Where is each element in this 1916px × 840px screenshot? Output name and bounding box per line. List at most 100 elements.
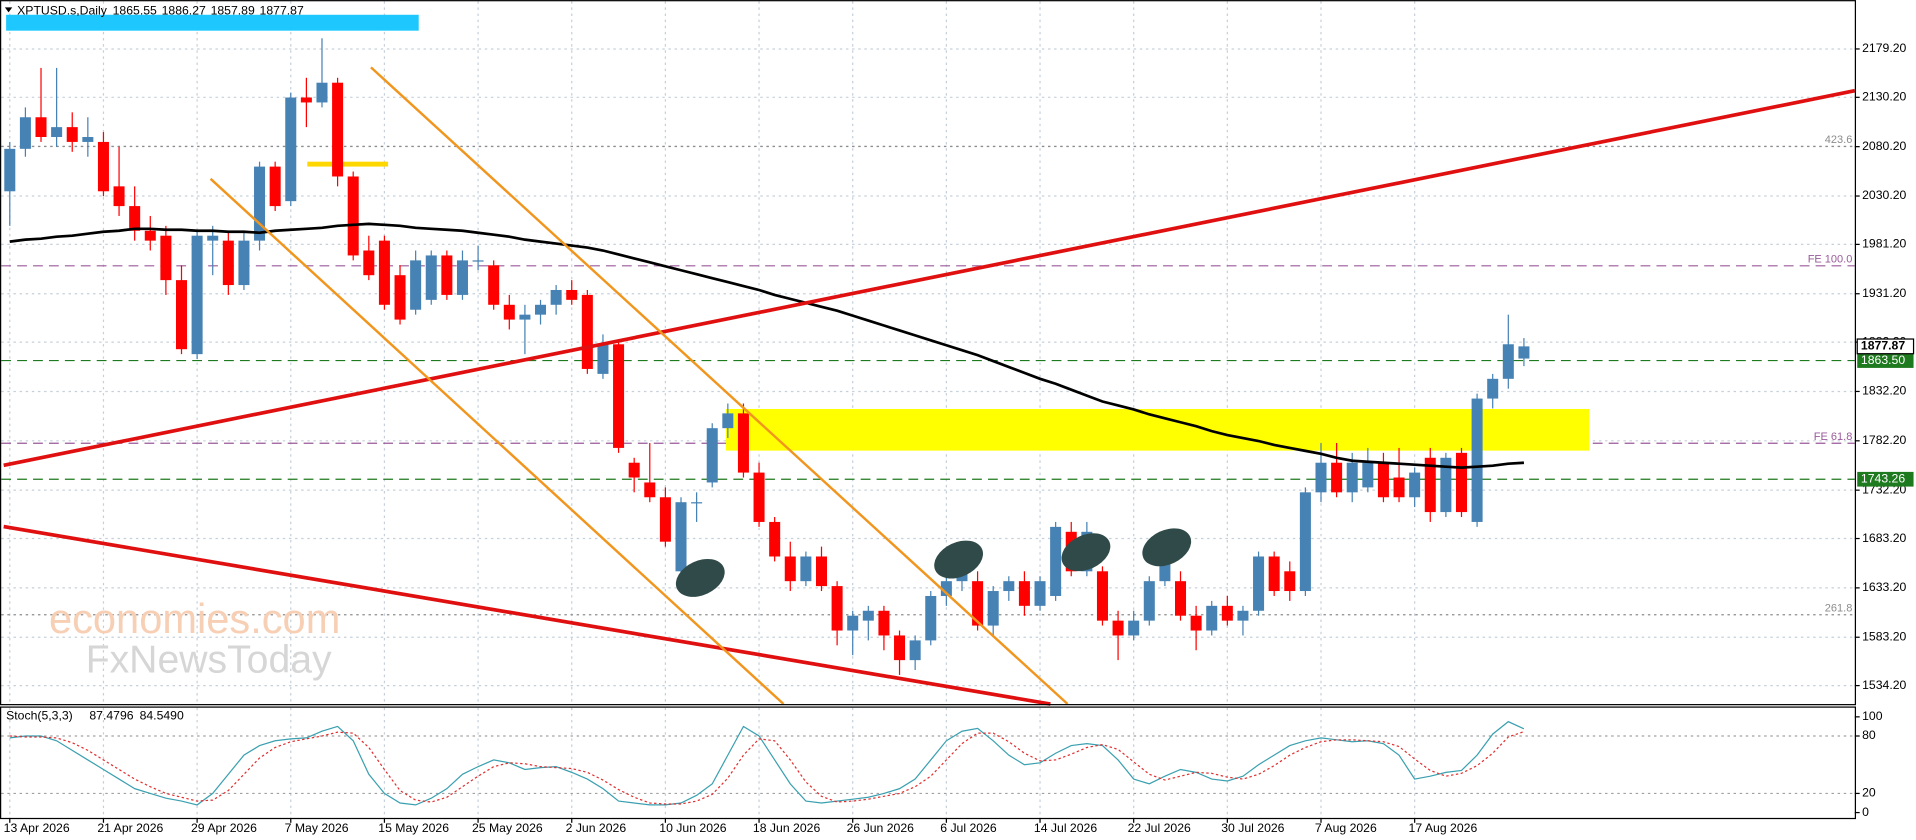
candle-body — [925, 595, 937, 641]
candle-body — [51, 127, 63, 137]
last-price-label: 1877.87 — [1861, 339, 1905, 353]
candle-body — [1455, 452, 1467, 513]
candle-body — [363, 250, 375, 276]
label-bar — [6, 14, 419, 31]
candle-body — [269, 166, 281, 207]
x-tick-label: 15 May 2026 — [378, 821, 449, 835]
highlight-ellipse — [1061, 533, 1111, 572]
menu-icon[interactable] — [4, 7, 13, 13]
candle-body — [1096, 571, 1108, 621]
candle-body — [1346, 462, 1358, 493]
candle-body — [1190, 615, 1202, 631]
candle-body — [1175, 581, 1187, 616]
last-price-box — [1856, 338, 1915, 355]
ohlc-value: 1877.87 — [260, 3, 304, 17]
candle-body — [82, 136, 94, 142]
ohlc-value: 1886.27 — [162, 3, 206, 17]
x-tick-label: 22 Jul 2026 — [1128, 821, 1191, 835]
candle-body — [1018, 581, 1030, 606]
y-tick-label: 0 — [1862, 805, 1869, 819]
candle-body — [1440, 457, 1452, 513]
candle-body — [1299, 492, 1311, 592]
trend-line — [3, 88, 1856, 468]
candle-body — [675, 502, 687, 572]
channel-line — [370, 66, 1069, 705]
candle-body — [1315, 462, 1327, 493]
candle-body — [1502, 344, 1514, 379]
candle-body — [191, 235, 203, 355]
x-tick-label: 7 Aug 2026 — [1315, 821, 1377, 835]
x-tick-label: 7 May 2026 — [285, 821, 349, 835]
y-tick-label: 80 — [1862, 728, 1876, 742]
candle-body — [1206, 605, 1218, 631]
ohlc-value: 1865.55 — [113, 3, 157, 17]
candle-body — [129, 206, 141, 231]
candle-body — [1143, 581, 1155, 621]
y-tick-label: 2130.20 — [1862, 90, 1906, 104]
level-label: 261.8 — [1825, 603, 1853, 615]
stoch-value: 84.5490 — [140, 709, 184, 723]
stoch-main — [9, 720, 1525, 806]
candle-body — [878, 610, 890, 636]
candle-body — [35, 117, 47, 137]
candle-body — [144, 230, 156, 241]
x-tick-label: 21 Apr 2026 — [97, 821, 163, 835]
candle-body — [691, 502, 703, 504]
watermark: economies.com — [49, 595, 340, 642]
y-tick-label: 2030.20 — [1862, 188, 1906, 202]
y-tick-label: 100 — [1862, 709, 1883, 723]
candle-body — [1409, 472, 1421, 498]
x-tick-label: 10 Jun 2026 — [659, 821, 727, 835]
candle-body — [97, 141, 109, 192]
stoch-signal — [9, 731, 1525, 805]
candle-body — [1050, 526, 1062, 596]
candle-body — [1284, 571, 1296, 592]
candle-body — [1424, 457, 1436, 513]
candle-body — [519, 314, 531, 320]
candle-body — [238, 240, 250, 286]
candle-body — [659, 497, 671, 542]
chart-title: XPTUSD.s,Daily — [17, 3, 108, 17]
x-tick-label: 18 Jun 2026 — [753, 821, 821, 835]
y-tick-label: 1931.20 — [1862, 286, 1906, 300]
candle-body — [972, 581, 984, 626]
candle-body — [4, 148, 16, 192]
stoch-value: 87.4796 — [89, 709, 133, 723]
candle-body — [566, 289, 578, 300]
candle-body — [987, 591, 999, 626]
candle-body — [175, 280, 188, 350]
candle-body — [1221, 605, 1233, 621]
x-tick-label: 14 Jul 2026 — [1034, 821, 1097, 835]
candle-body — [1518, 346, 1530, 359]
candle-body — [472, 260, 484, 262]
candle-body — [597, 344, 609, 374]
x-tick-label: 2 Jun 2026 — [566, 821, 627, 835]
candle-body — [581, 294, 593, 369]
x-tick-label: 26 Jun 2026 — [847, 821, 915, 835]
level-label: FE 61.8 — [1814, 431, 1853, 443]
candle-body — [1034, 581, 1046, 606]
x-tick-label: 29 Apr 2026 — [191, 821, 257, 835]
stoch-title: Stoch(5,3,3) — [6, 709, 73, 723]
candle-body — [488, 265, 500, 305]
watermark: FxNewsToday — [86, 639, 332, 682]
main-frame — [0, 0, 1857, 706]
candle-body — [1159, 561, 1171, 582]
candle-body — [503, 304, 515, 320]
channel-line — [209, 177, 785, 705]
candle-body — [628, 462, 640, 478]
text-layer: 2179.20 2130.20 2080.20 2030.20 1981.20 1931.… — [4, 3, 1915, 835]
candle-body — [425, 255, 437, 300]
candle-body — [847, 615, 859, 631]
x-tick-label: 17 Aug 2026 — [1409, 821, 1478, 835]
candle-body — [113, 186, 125, 207]
candle-body — [394, 275, 406, 320]
zone-box — [307, 161, 389, 167]
x-tick-label: 25 May 2026 — [472, 821, 543, 835]
candle-body — [285, 97, 297, 202]
candle-body — [894, 635, 906, 661]
candle-body — [19, 117, 31, 149]
candle-body — [1253, 556, 1265, 611]
candle-body — [254, 166, 266, 241]
